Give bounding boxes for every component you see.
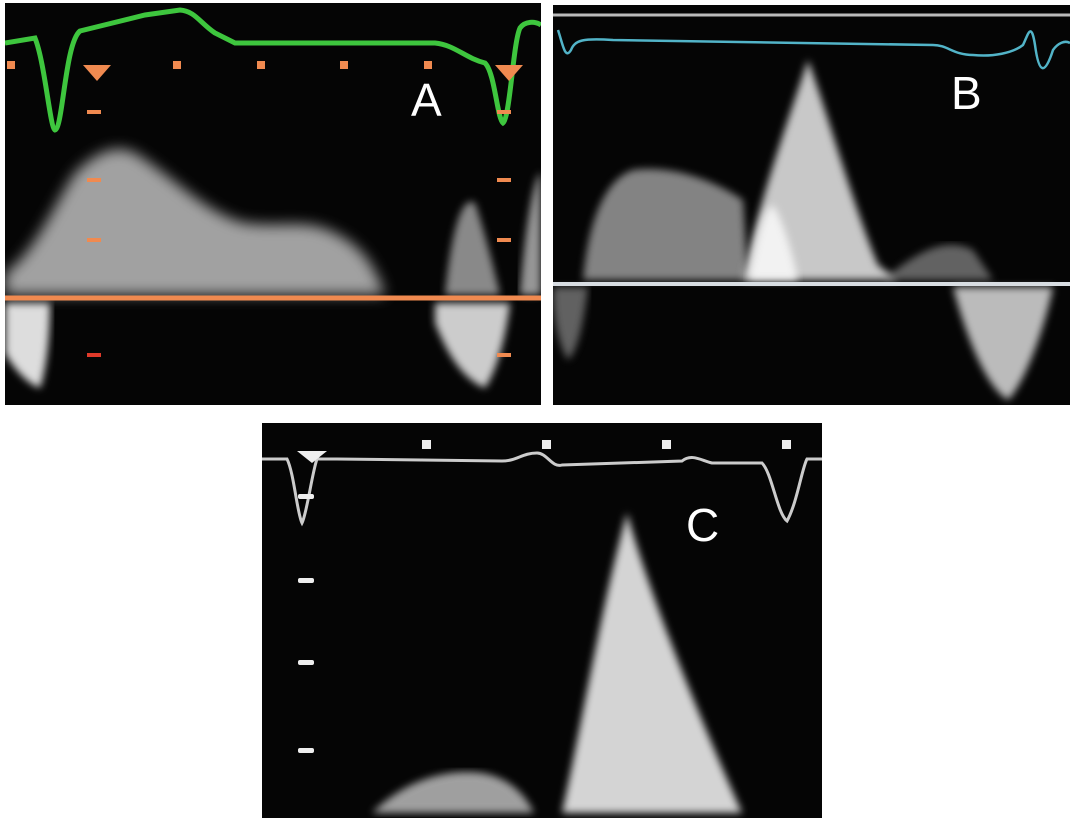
reverse-flow xyxy=(553,287,588,360)
spectral-envelope xyxy=(372,772,534,813)
spectral-envelope xyxy=(520,173,541,295)
panel-b: B xyxy=(553,5,1070,405)
ecg-trace xyxy=(556,29,1070,70)
panel-c: C xyxy=(262,423,822,818)
spectral-envelope xyxy=(5,149,385,295)
reverse-flow xyxy=(5,303,50,388)
scale-markers xyxy=(297,440,791,753)
spectral-envelope xyxy=(445,201,500,295)
doppler-c: C xyxy=(262,440,822,813)
panel-a: A xyxy=(5,3,541,405)
reverse-flow xyxy=(435,303,510,388)
panel-label: B xyxy=(951,67,982,119)
scale-markers xyxy=(7,61,523,357)
panel-label: C xyxy=(686,499,719,551)
spectral-envelope xyxy=(883,244,993,280)
ecg-trace xyxy=(5,7,541,133)
panel-label: A xyxy=(411,74,442,126)
doppler-a: A xyxy=(5,7,541,388)
reverse-flow xyxy=(953,287,1053,400)
spectral-envelope xyxy=(583,169,748,280)
spectral-peak xyxy=(748,205,798,280)
doppler-b: B xyxy=(553,13,1070,400)
spectral-envelope xyxy=(562,513,742,813)
ecg-trace xyxy=(262,451,822,527)
